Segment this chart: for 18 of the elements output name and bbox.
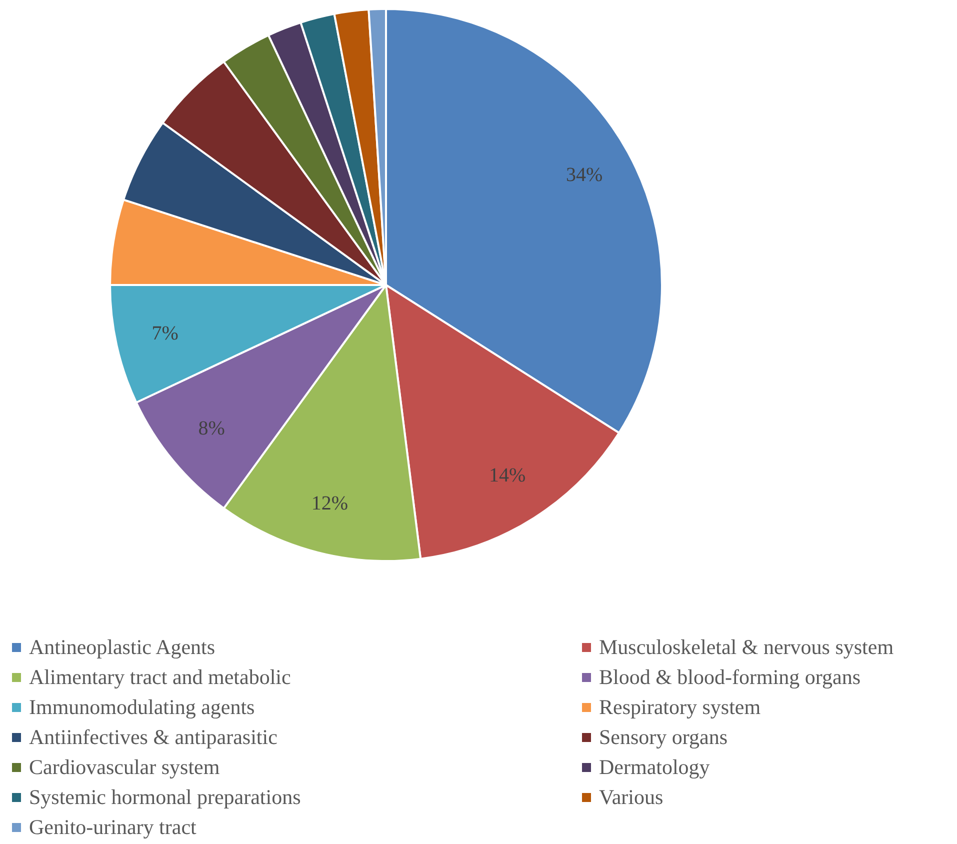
legend-label: Respiratory system xyxy=(599,695,761,719)
legend-label: Blood & blood-forming organs xyxy=(599,665,861,689)
legend-label: Immunomodulating agents xyxy=(29,695,255,719)
legend-label: Musculoskeletal & nervous system xyxy=(599,635,894,659)
legend-label: Antineoplastic Agents xyxy=(29,635,216,659)
legend-label: Dermatology xyxy=(599,755,710,779)
data-label: 7% xyxy=(152,322,178,345)
data-label: 34% xyxy=(566,164,603,186)
legend-label: Alimentary tract and metabolic xyxy=(29,665,291,689)
legend-label: Sensory organs xyxy=(599,725,728,749)
data-label: 12% xyxy=(311,492,348,514)
legend-label: Systemic hormonal preparations xyxy=(29,785,301,809)
data-label: 14% xyxy=(488,464,526,486)
legend-label: Cardiovascular system xyxy=(29,755,220,779)
legend-label: Various xyxy=(599,785,664,809)
data-label: 8% xyxy=(198,418,225,440)
legend-label: Genito-urinary tract xyxy=(29,815,196,839)
legend-label: Antiinfectives & antiparasitic xyxy=(29,725,278,749)
